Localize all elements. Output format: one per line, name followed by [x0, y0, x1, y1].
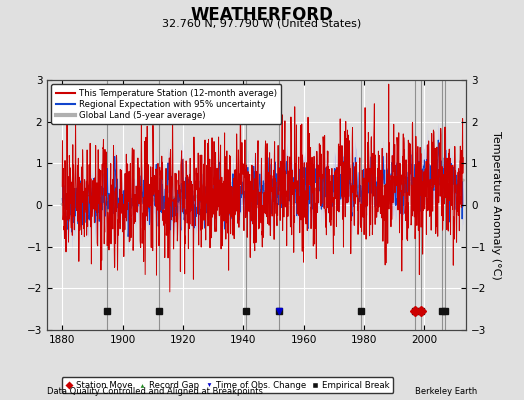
Text: Berkeley Earth: Berkeley Earth [414, 387, 477, 396]
Legend: Station Move, Record Gap, Time of Obs. Change, Empirical Break: Station Move, Record Gap, Time of Obs. C… [61, 377, 394, 393]
Y-axis label: Temperature Anomaly (°C): Temperature Anomaly (°C) [491, 131, 501, 279]
Text: 32.760 N, 97.790 W (United States): 32.760 N, 97.790 W (United States) [162, 18, 362, 28]
Text: WEATHERFORD: WEATHERFORD [191, 6, 333, 24]
Text: Data Quality Controlled and Aligned at Breakpoints: Data Quality Controlled and Aligned at B… [47, 387, 263, 396]
